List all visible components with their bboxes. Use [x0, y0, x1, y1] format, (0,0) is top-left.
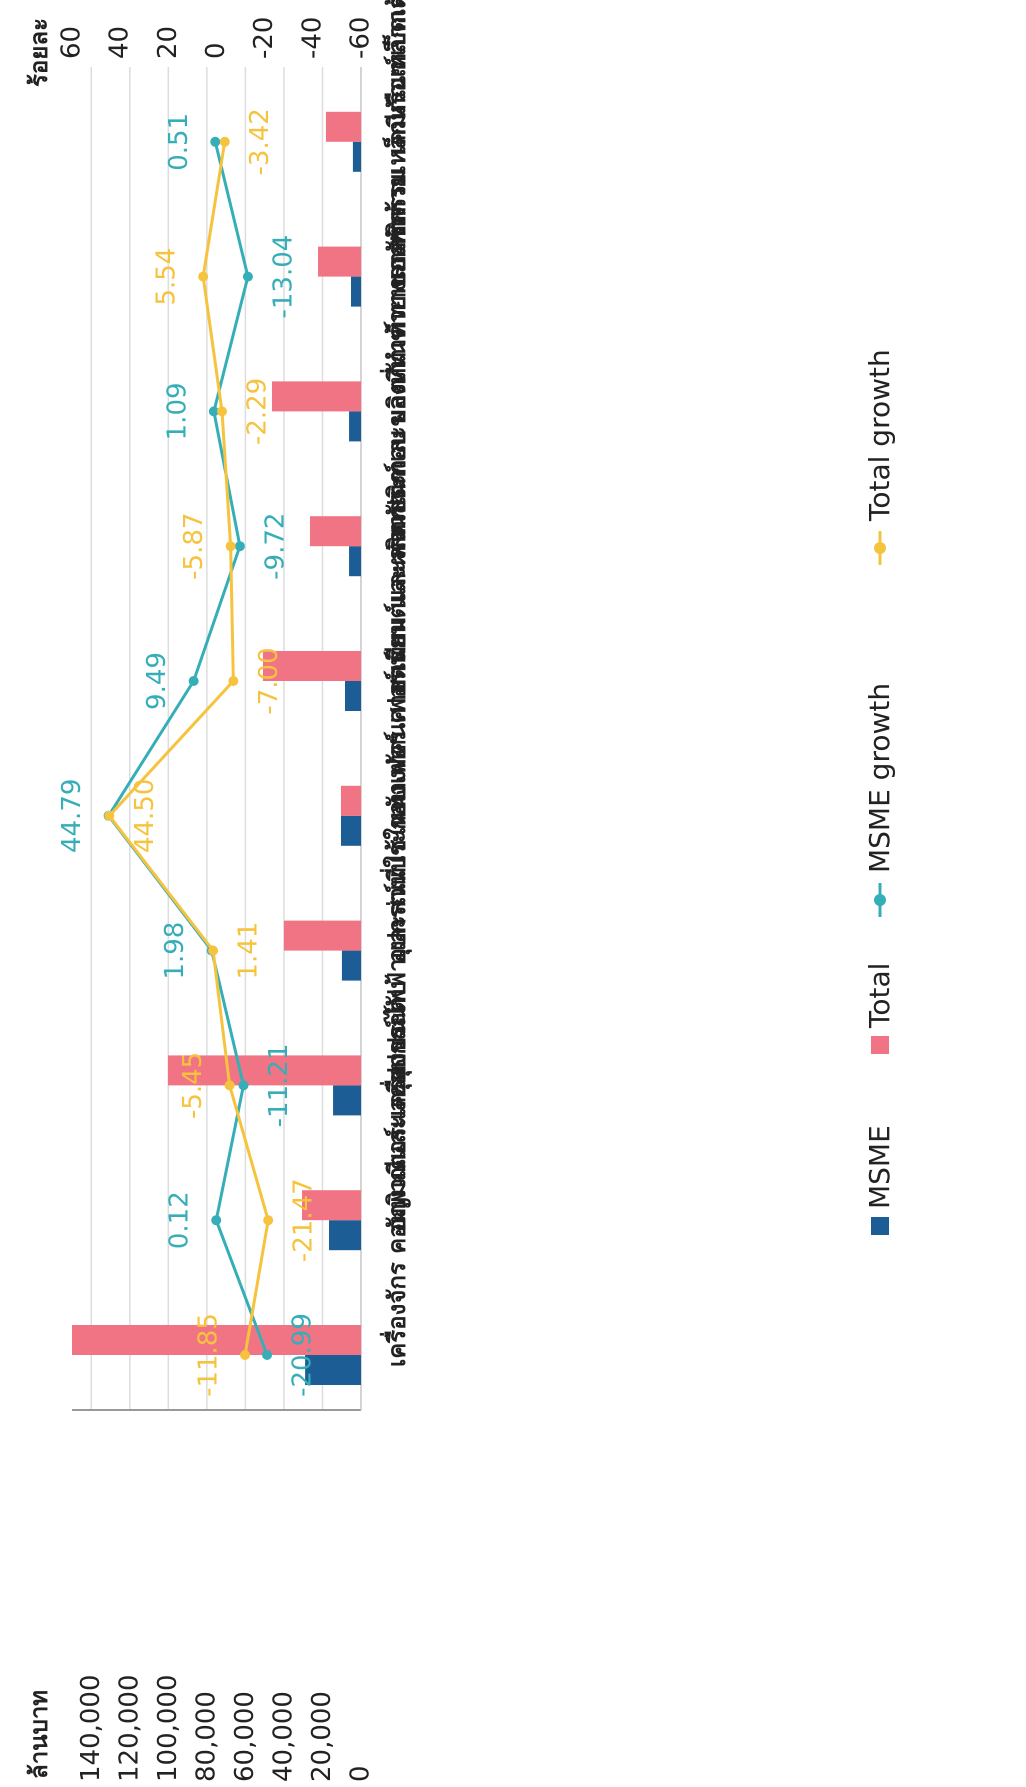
legend-label: MSME growth	[863, 683, 896, 873]
y-tick-label: 140,000	[76, 1674, 106, 1782]
y-tick-label: 20,000	[307, 1691, 337, 1782]
point	[242, 271, 253, 282]
bar	[329, 1220, 361, 1251]
value-label: 0.12	[165, 1191, 195, 1249]
y2-axis-title: ร้อยละ	[25, 18, 53, 87]
category-label: ของทำด้วยเหล็กหรือเหล็กกล้า	[382, 0, 411, 289]
y-tick-label: 40,000	[268, 1691, 298, 1782]
point	[208, 945, 219, 956]
bar	[262, 651, 362, 681]
bar	[341, 950, 361, 981]
bar	[349, 411, 361, 442]
bar	[72, 1325, 361, 1355]
legend-swatch	[871, 1036, 889, 1054]
growth-line	[107, 141, 270, 1356]
y-tick-label: 100,000	[153, 1674, 183, 1782]
value-label: 5.54	[152, 248, 182, 306]
legend-label: Total growth	[863, 349, 896, 522]
y-axis-title: ล้านบาท	[25, 1690, 53, 1779]
legend-swatch	[874, 542, 886, 554]
value-label: 9.49	[142, 652, 172, 710]
y-tick-label: 0	[346, 1765, 376, 1782]
point	[211, 1215, 222, 1226]
bar	[309, 516, 361, 547]
point	[224, 1080, 235, 1091]
y2-tick-label: 20	[153, 26, 183, 59]
value-label: -9.72	[260, 513, 290, 580]
y-tick-label: 120,000	[114, 1674, 144, 1782]
bar	[345, 681, 361, 711]
y2-tick-label: 0	[201, 42, 231, 59]
bar	[340, 785, 362, 816]
bar	[340, 815, 362, 846]
category-label: อัญมณีและเครื่องประดับ	[379, 981, 411, 1232]
legend-label: Total	[863, 963, 896, 1029]
value-label: -21.47	[289, 1178, 319, 1262]
point	[240, 1350, 251, 1360]
point	[217, 406, 228, 417]
value-label: 1.41	[234, 922, 264, 980]
bar	[305, 1355, 362, 1385]
y-tick-label: 60,000	[230, 1691, 260, 1782]
value-label: -5.45	[178, 1052, 208, 1119]
category-label: อุปกรณ์ไฟฟ้าและส่วนประกอบ	[382, 786, 413, 1098]
value-label: 44.79	[57, 779, 87, 853]
category-label: พลาสติกและของที่ทำด้วยพลาสติก	[379, 207, 411, 558]
category-label: ผลิตภัณฑ์ทางเภสัชกรรม	[383, 169, 411, 423]
point	[208, 406, 219, 417]
bar	[352, 141, 361, 172]
point	[225, 541, 236, 552]
point	[198, 271, 209, 282]
bar	[271, 381, 362, 412]
point	[262, 1350, 273, 1360]
category-label: ยานยนต์และส่วนประกอบ	[383, 430, 411, 693]
point	[219, 136, 230, 147]
legend-label: MSME	[863, 1125, 896, 1209]
point	[234, 541, 245, 552]
category-label: เคมีภัณฑ์เบ็ดเตล็ด	[382, 0, 411, 154]
bar	[283, 920, 361, 951]
point	[238, 1080, 249, 1091]
bar	[167, 1055, 361, 1086]
value-label: 1.98	[160, 922, 190, 980]
value-label: -2.29	[243, 378, 273, 445]
bar	[325, 111, 361, 142]
category-label: เครื่องจักร คอมพิวเตอร์และอุปกรณ์	[379, 1005, 413, 1367]
rotated-chart: ล้านบาท ร้อยละ 0 20,000 40,000 60,000 80,000…	[25, 0, 896, 1782]
y2-tick-label: -20	[249, 17, 279, 59]
point	[263, 1215, 274, 1226]
point	[188, 676, 199, 686]
y2-tick-label: 60	[57, 26, 87, 59]
value-label: -11.21	[264, 1043, 294, 1127]
value-label: -7.00	[254, 647, 284, 714]
bar	[318, 246, 362, 277]
y2-tick-label: -40	[297, 17, 327, 59]
value-label: -20.99	[288, 1313, 318, 1397]
category-label: หนังเฟอร์ เฟอร์เทียม และผลิตภัณฑ์	[383, 463, 411, 828]
legend-swatch	[871, 1217, 889, 1235]
category-label: อุปกรณ์ที่ใช้ในทางทัศนศาสตร์	[379, 651, 413, 963]
y-tick-label: 80,000	[191, 1691, 221, 1782]
bar	[349, 546, 361, 577]
value-label: 0.51	[164, 113, 194, 171]
point	[104, 810, 115, 821]
value-label: 1.09	[162, 382, 192, 440]
y2-tick-label: 40	[105, 26, 135, 59]
value-label: -3.42	[245, 108, 275, 175]
legend-swatch	[874, 894, 886, 906]
bar	[333, 1085, 361, 1116]
bar	[350, 276, 361, 307]
value-label: -11.85	[194, 1313, 224, 1397]
point	[210, 136, 221, 147]
bar	[302, 1190, 362, 1221]
value-label: -5.87	[179, 513, 209, 580]
value-label: 44.50	[130, 779, 160, 853]
growth-line	[106, 141, 269, 1356]
value-label: -13.04	[268, 235, 298, 319]
y2-tick-label: -60	[346, 17, 376, 59]
point	[228, 676, 239, 686]
